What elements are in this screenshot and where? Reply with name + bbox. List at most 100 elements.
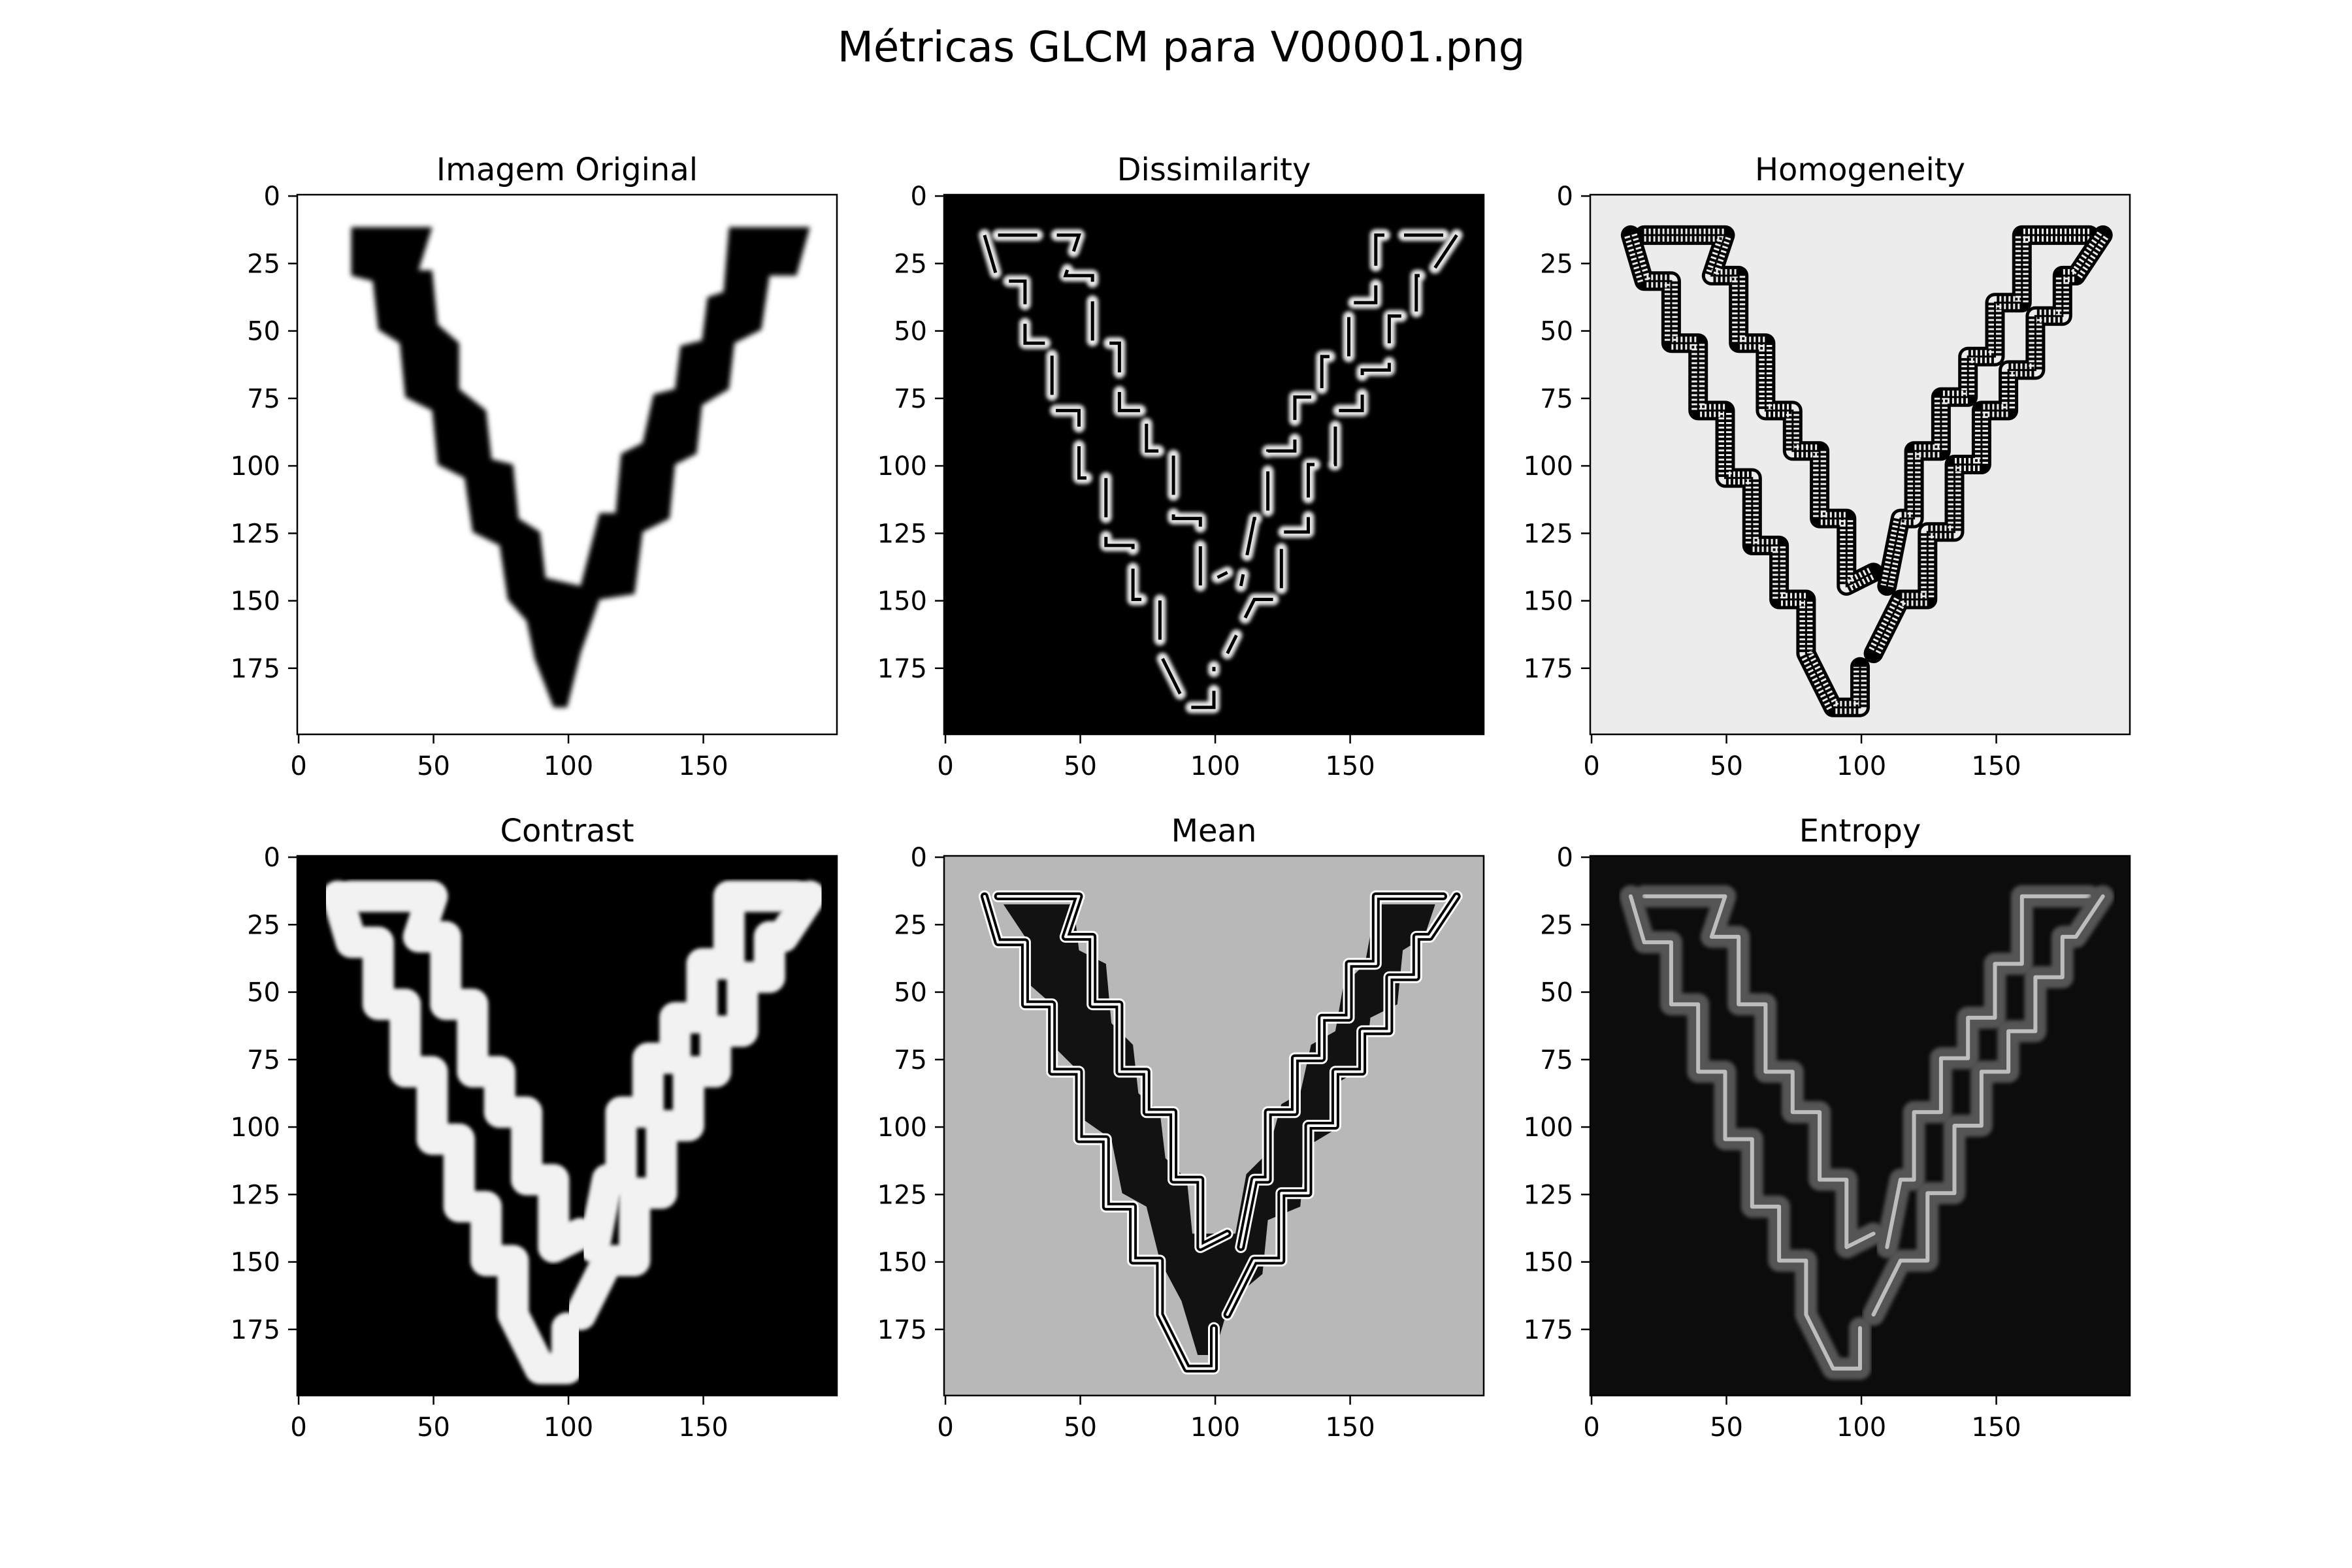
- y-tick-label: 125: [1524, 1180, 1573, 1210]
- y-tick-label: 125: [877, 519, 927, 549]
- texture-ring-inner: [1226, 894, 1458, 1316]
- mean-dark-region: [1003, 904, 1435, 1355]
- x-tick-label: 100: [1837, 1413, 1886, 1443]
- panel-imagem-original: Imagem Original 0 50 100 150 0 25 50 75 100 125 150…: [231, 152, 838, 781]
- panel-homogeneity: Homogeneity 0 50 100 150 0 25 50 75 100 125 150 175: [1524, 152, 2131, 781]
- x-tick-label: 50: [1064, 1413, 1097, 1443]
- texture-stroke-core: [1886, 234, 2089, 587]
- heatmap-image: [944, 856, 1484, 1396]
- x-tick-label: 0: [937, 751, 953, 781]
- heatmap-image: [1590, 195, 2130, 734]
- axes-frame: [943, 855, 1485, 1397]
- texture-stroke-core: [1872, 235, 2104, 654]
- y-tick-label: 100: [231, 451, 280, 482]
- heatmap-image: [297, 856, 837, 1396]
- y-tick-label: 150: [231, 587, 280, 617]
- x-tick-label: 50: [417, 1413, 450, 1443]
- y-tick-label: 75: [894, 1045, 927, 1075]
- y-tick-label: 50: [1540, 317, 1573, 347]
- x-tick-label: 50: [1710, 751, 1743, 781]
- x-tick-label: 0: [937, 1413, 953, 1443]
- letter-v-shape: [351, 227, 810, 708]
- heatmap-image: [297, 195, 837, 734]
- y-tick-label: 175: [877, 654, 927, 684]
- y-tick-label: 25: [247, 910, 280, 940]
- y-tick-label: 0: [264, 843, 280, 873]
- panel-title: Homogeneity: [1755, 152, 1965, 188]
- x-tick-label: 150: [678, 751, 728, 781]
- y-tick-label: 75: [1540, 384, 1573, 414]
- y-tick-label: 100: [1524, 1113, 1573, 1143]
- x-tick-label: 50: [1710, 1413, 1743, 1443]
- panel-contrast: Contrast 0 50 100 150 0 25 50 75 100 125 150 175: [231, 813, 838, 1443]
- y-tick-label: 0: [911, 182, 927, 212]
- y-tick-label: 125: [231, 519, 280, 549]
- y-tick-label: 150: [1524, 587, 1573, 617]
- panel-title: Contrast: [500, 813, 634, 849]
- texture-ring-core: [1885, 894, 2091, 1249]
- y-tick-label: 25: [894, 249, 927, 279]
- y-tick-label: 75: [247, 1045, 280, 1075]
- y-tick-label: 75: [894, 384, 927, 414]
- texture-stroke: [564, 880, 826, 1331]
- y-tick-label: 175: [231, 1315, 280, 1345]
- x-tick-label: 0: [290, 751, 306, 781]
- texture-stroke-core: [1226, 234, 1458, 655]
- texture-ring-inner: [1239, 894, 1445, 1249]
- y-tick-label: 75: [247, 384, 280, 414]
- panel-mean: Mean 0 50 100 150 0 25 50 75 100 125 150 175: [877, 813, 1485, 1443]
- heatmap-image: [1590, 856, 2130, 1396]
- panel-dissimilarity: Dissimilarity 0 50 100 150 0 25 50 75 100 125 150 17…: [877, 152, 1485, 781]
- heatmap-image: [944, 195, 1484, 734]
- y-tick-label: 175: [877, 1315, 927, 1345]
- texture-stroke-core: [1644, 234, 1874, 588]
- y-tick-label: 0: [1557, 843, 1573, 873]
- axes-frame: [296, 193, 838, 736]
- texture-stroke-core: [983, 235, 1216, 710]
- y-tick-label: 25: [894, 910, 927, 940]
- x-tick-label: 150: [1971, 1413, 2021, 1443]
- y-tick-label: 50: [1540, 978, 1573, 1008]
- axes-frame: [1589, 855, 2131, 1397]
- axes-frame: [943, 193, 1485, 736]
- y-tick-label: 150: [1524, 1248, 1573, 1278]
- x-tick-label: 150: [1325, 1413, 1375, 1443]
- y-tick-label: 175: [1524, 654, 1573, 684]
- y-tick-label: 125: [231, 1180, 280, 1210]
- x-tick-label: 0: [290, 1413, 306, 1443]
- x-tick-label: 100: [1190, 1413, 1240, 1443]
- y-tick-label: 175: [1524, 1315, 1573, 1345]
- y-tick-label: 25: [1540, 249, 1573, 279]
- y-tick-label: 50: [894, 978, 927, 1008]
- y-tick-label: 25: [247, 249, 280, 279]
- y-tick-label: 175: [231, 654, 280, 684]
- texture-ring-core: [1628, 894, 1862, 1371]
- y-tick-label: 125: [1524, 519, 1573, 549]
- y-tick-label: 100: [877, 1113, 927, 1143]
- panel-title: Mean: [1171, 813, 1257, 849]
- x-tick-label: 0: [1583, 751, 1599, 781]
- texture-stroke-core: [1629, 235, 1861, 709]
- texture-ring-core: [1642, 894, 1876, 1249]
- y-tick-label: 100: [877, 451, 927, 482]
- texture-ring-core: [1871, 894, 2105, 1317]
- x-tick-label: 50: [417, 751, 450, 781]
- y-tick-label: 100: [1524, 451, 1573, 482]
- axes-frame: [296, 855, 838, 1397]
- panel-title: Imagem Original: [436, 152, 698, 188]
- texture-stroke: [321, 880, 583, 1384]
- y-tick-label: 0: [1557, 182, 1573, 212]
- texture-stroke: [578, 880, 812, 1263]
- y-tick-label: 0: [264, 182, 280, 212]
- texture-ring-inner: [996, 894, 1229, 1249]
- y-tick-label: 150: [877, 587, 927, 617]
- texture-stroke-core: [1239, 233, 1443, 587]
- y-tick-label: 50: [894, 317, 927, 347]
- y-tick-label: 0: [911, 843, 927, 873]
- x-tick-label: 100: [1837, 751, 1886, 781]
- x-tick-label: 150: [1971, 751, 2021, 781]
- texture-ring-inner: [983, 894, 1215, 1370]
- x-tick-label: 100: [544, 751, 593, 781]
- y-tick-label: 75: [1540, 1045, 1573, 1075]
